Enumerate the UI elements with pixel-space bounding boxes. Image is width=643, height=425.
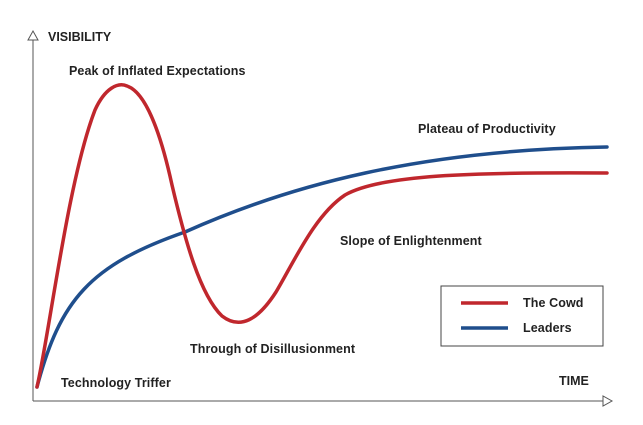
leaders-curve xyxy=(35,145,609,389)
label-peak: Peak of Inflated Expectations xyxy=(69,64,246,78)
y-axis-arrow-icon xyxy=(27,29,39,41)
legend-label-crowd: The Cowd xyxy=(523,296,584,310)
legend: The Cowd Leaders xyxy=(440,285,604,347)
y-axis-label: VISIBILITY xyxy=(48,30,112,44)
crowd-curve xyxy=(35,83,609,389)
label-plateau: Plateau of Productivity xyxy=(418,122,556,136)
legend-box xyxy=(440,285,604,347)
x-axis-label: TIME xyxy=(559,374,589,388)
legend-label-leaders: Leaders xyxy=(523,321,572,335)
label-slope: Slope of Enlightenment xyxy=(340,234,483,248)
label-trigger: Technology Triffer xyxy=(61,376,171,390)
label-trough: Through of Disillusionment xyxy=(190,342,356,356)
x-axis-arrow-icon xyxy=(602,395,614,407)
